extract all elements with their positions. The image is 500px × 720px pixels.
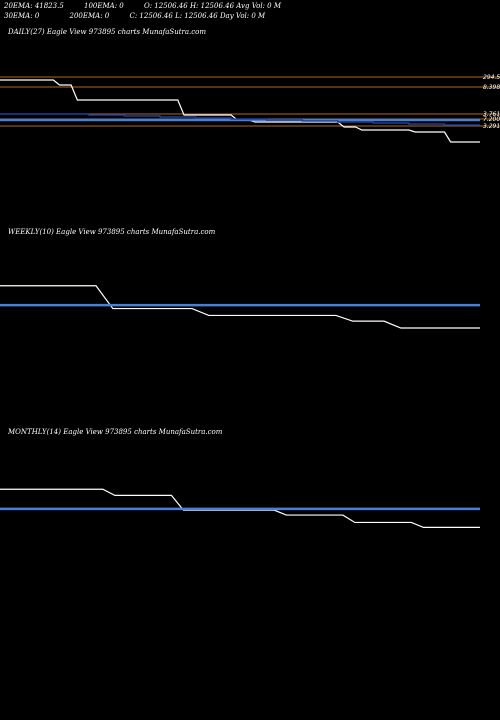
weekly-price-line xyxy=(0,286,480,328)
daily-level-label: 7.2000 xyxy=(483,116,500,123)
daily-level-label: 3.2913 xyxy=(483,123,500,130)
daily-price-line xyxy=(0,80,480,142)
daily-level-label: 294.5 xyxy=(483,74,500,81)
daily-level-label: 8.3980 xyxy=(483,84,500,91)
